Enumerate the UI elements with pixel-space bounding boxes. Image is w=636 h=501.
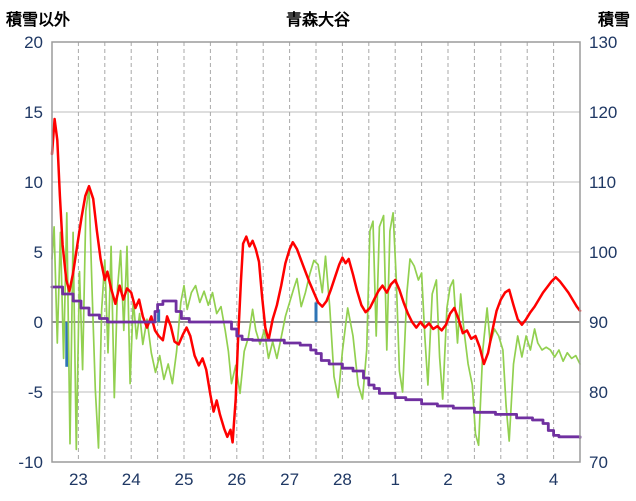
right-tick-label: 110 xyxy=(589,173,616,192)
x-tick-label: 3 xyxy=(496,470,505,489)
right-axis-ticks: 130 120 110 100 90 80 70 xyxy=(589,33,617,472)
blue-bar xyxy=(314,302,318,322)
left-axis-title: 積雪以外 xyxy=(6,12,71,29)
left-tick-label: 15 xyxy=(24,103,43,122)
right-tick-label: 130 xyxy=(589,33,617,52)
left-tick-label: 10 xyxy=(24,173,43,192)
blue-bar xyxy=(65,322,69,367)
left-tick-label: -5 xyxy=(28,383,43,402)
blue-bar xyxy=(157,309,161,322)
left-axis-ticks: 20 15 10 5 0 -5 -10 xyxy=(18,33,43,472)
x-tick-label: 26 xyxy=(227,470,246,489)
left-tick-label: 5 xyxy=(34,243,43,262)
x-tick-label: 23 xyxy=(69,470,88,489)
left-tick-label: -10 xyxy=(18,453,43,472)
x-tick-label: 27 xyxy=(280,470,299,489)
red-line xyxy=(50,117,582,444)
x-tick-label: 2 xyxy=(443,470,452,489)
left-tick-label: 20 xyxy=(24,33,43,52)
right-tick-label: 90 xyxy=(589,313,608,332)
right-tick-label: 80 xyxy=(589,383,608,402)
right-axis-title: 積雪 xyxy=(597,12,630,29)
chart-title: 青森大谷 xyxy=(285,12,350,29)
x-tick-label: 24 xyxy=(122,470,141,489)
x-tick-label: 1 xyxy=(390,470,399,489)
snow-depth-line xyxy=(50,285,582,439)
x-tick-label: 25 xyxy=(175,470,194,489)
right-tick-label: 70 xyxy=(589,453,608,472)
blue-bars-group xyxy=(65,302,318,367)
green-line xyxy=(51,186,581,451)
left-tick-label: 0 xyxy=(34,313,43,332)
x-axis-ticks: 23 24 25 26 27 28 1 2 3 4 xyxy=(69,470,558,489)
plot-border xyxy=(51,41,581,463)
right-tick-label: 120 xyxy=(589,103,617,122)
right-tick-label: 100 xyxy=(589,243,617,262)
x-tick-label: 4 xyxy=(549,470,558,489)
x-tick-label: 28 xyxy=(333,470,352,489)
